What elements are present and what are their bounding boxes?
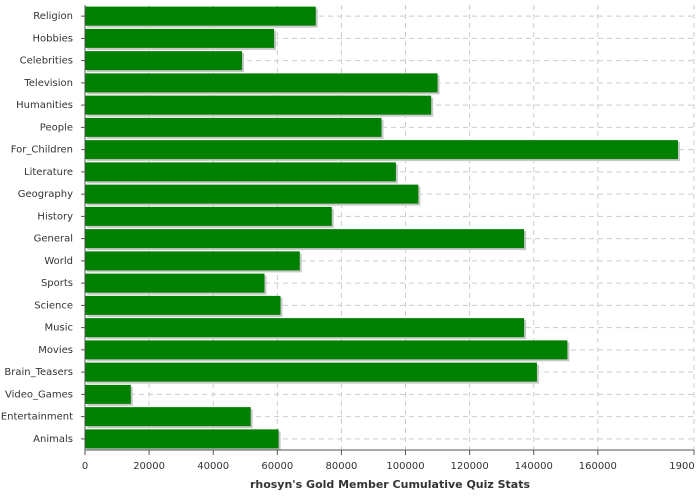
x-tick-label: 160000 [579,461,617,472]
y-tick-label: People [40,122,73,133]
y-tick-label: General [34,234,73,245]
y-tick-label: Geography [18,189,73,200]
bar [85,340,568,360]
y-tick-label: Celebrities [20,56,73,67]
bar [85,407,251,427]
bar [85,51,243,71]
bar [85,384,131,404]
x-tick-label: 20000 [133,461,165,472]
bar [85,73,438,93]
bar [85,117,382,137]
bar [85,295,281,315]
y-tick-label: Music [45,323,73,334]
bar [85,251,300,271]
y-tick-label: Television [23,78,73,89]
y-tick-label: Science [34,300,73,311]
y-tick-label: Religion [33,11,73,22]
bar [85,95,432,115]
y-tick-label: History [37,211,73,222]
bar [85,273,265,293]
x-tick-label: 80000 [326,461,358,472]
bar [85,6,316,26]
y-tick-label: Brain_Teasers [4,367,73,378]
bar [85,229,525,249]
x-tick-label: 120000 [451,461,489,472]
bar [85,429,279,449]
y-tick-label: Humanities [16,100,73,111]
y-tick-label: Animals [33,434,73,445]
y-tick-label: Movies [38,345,73,356]
x-tick-label: 0 [82,461,88,472]
y-tick-label: For_Children [11,145,73,156]
y-tick-label: Hobbies [33,33,73,44]
x-tick-label: 60000 [261,461,293,472]
x-axis-title: rhosyn's Gold Member Cumulative Quiz Sta… [250,478,531,491]
bar [85,184,419,204]
y-tick-label: Literature [24,167,73,178]
x-tick-label: 40000 [197,461,229,472]
y-tick-label: Entertainment [1,412,73,423]
y-tick-label: World [44,256,73,267]
y-tick-label: Sports [41,278,73,289]
x-tick-label: 1900 [669,461,694,472]
bar [85,206,332,226]
bar [85,318,525,338]
bar [85,28,275,48]
bar [85,140,678,160]
x-tick-label: 100000 [386,461,424,472]
bar [85,162,396,182]
bar [85,362,537,382]
x-tick-label: 140000 [515,461,553,472]
y-tick-label: Video_Games [5,389,73,400]
